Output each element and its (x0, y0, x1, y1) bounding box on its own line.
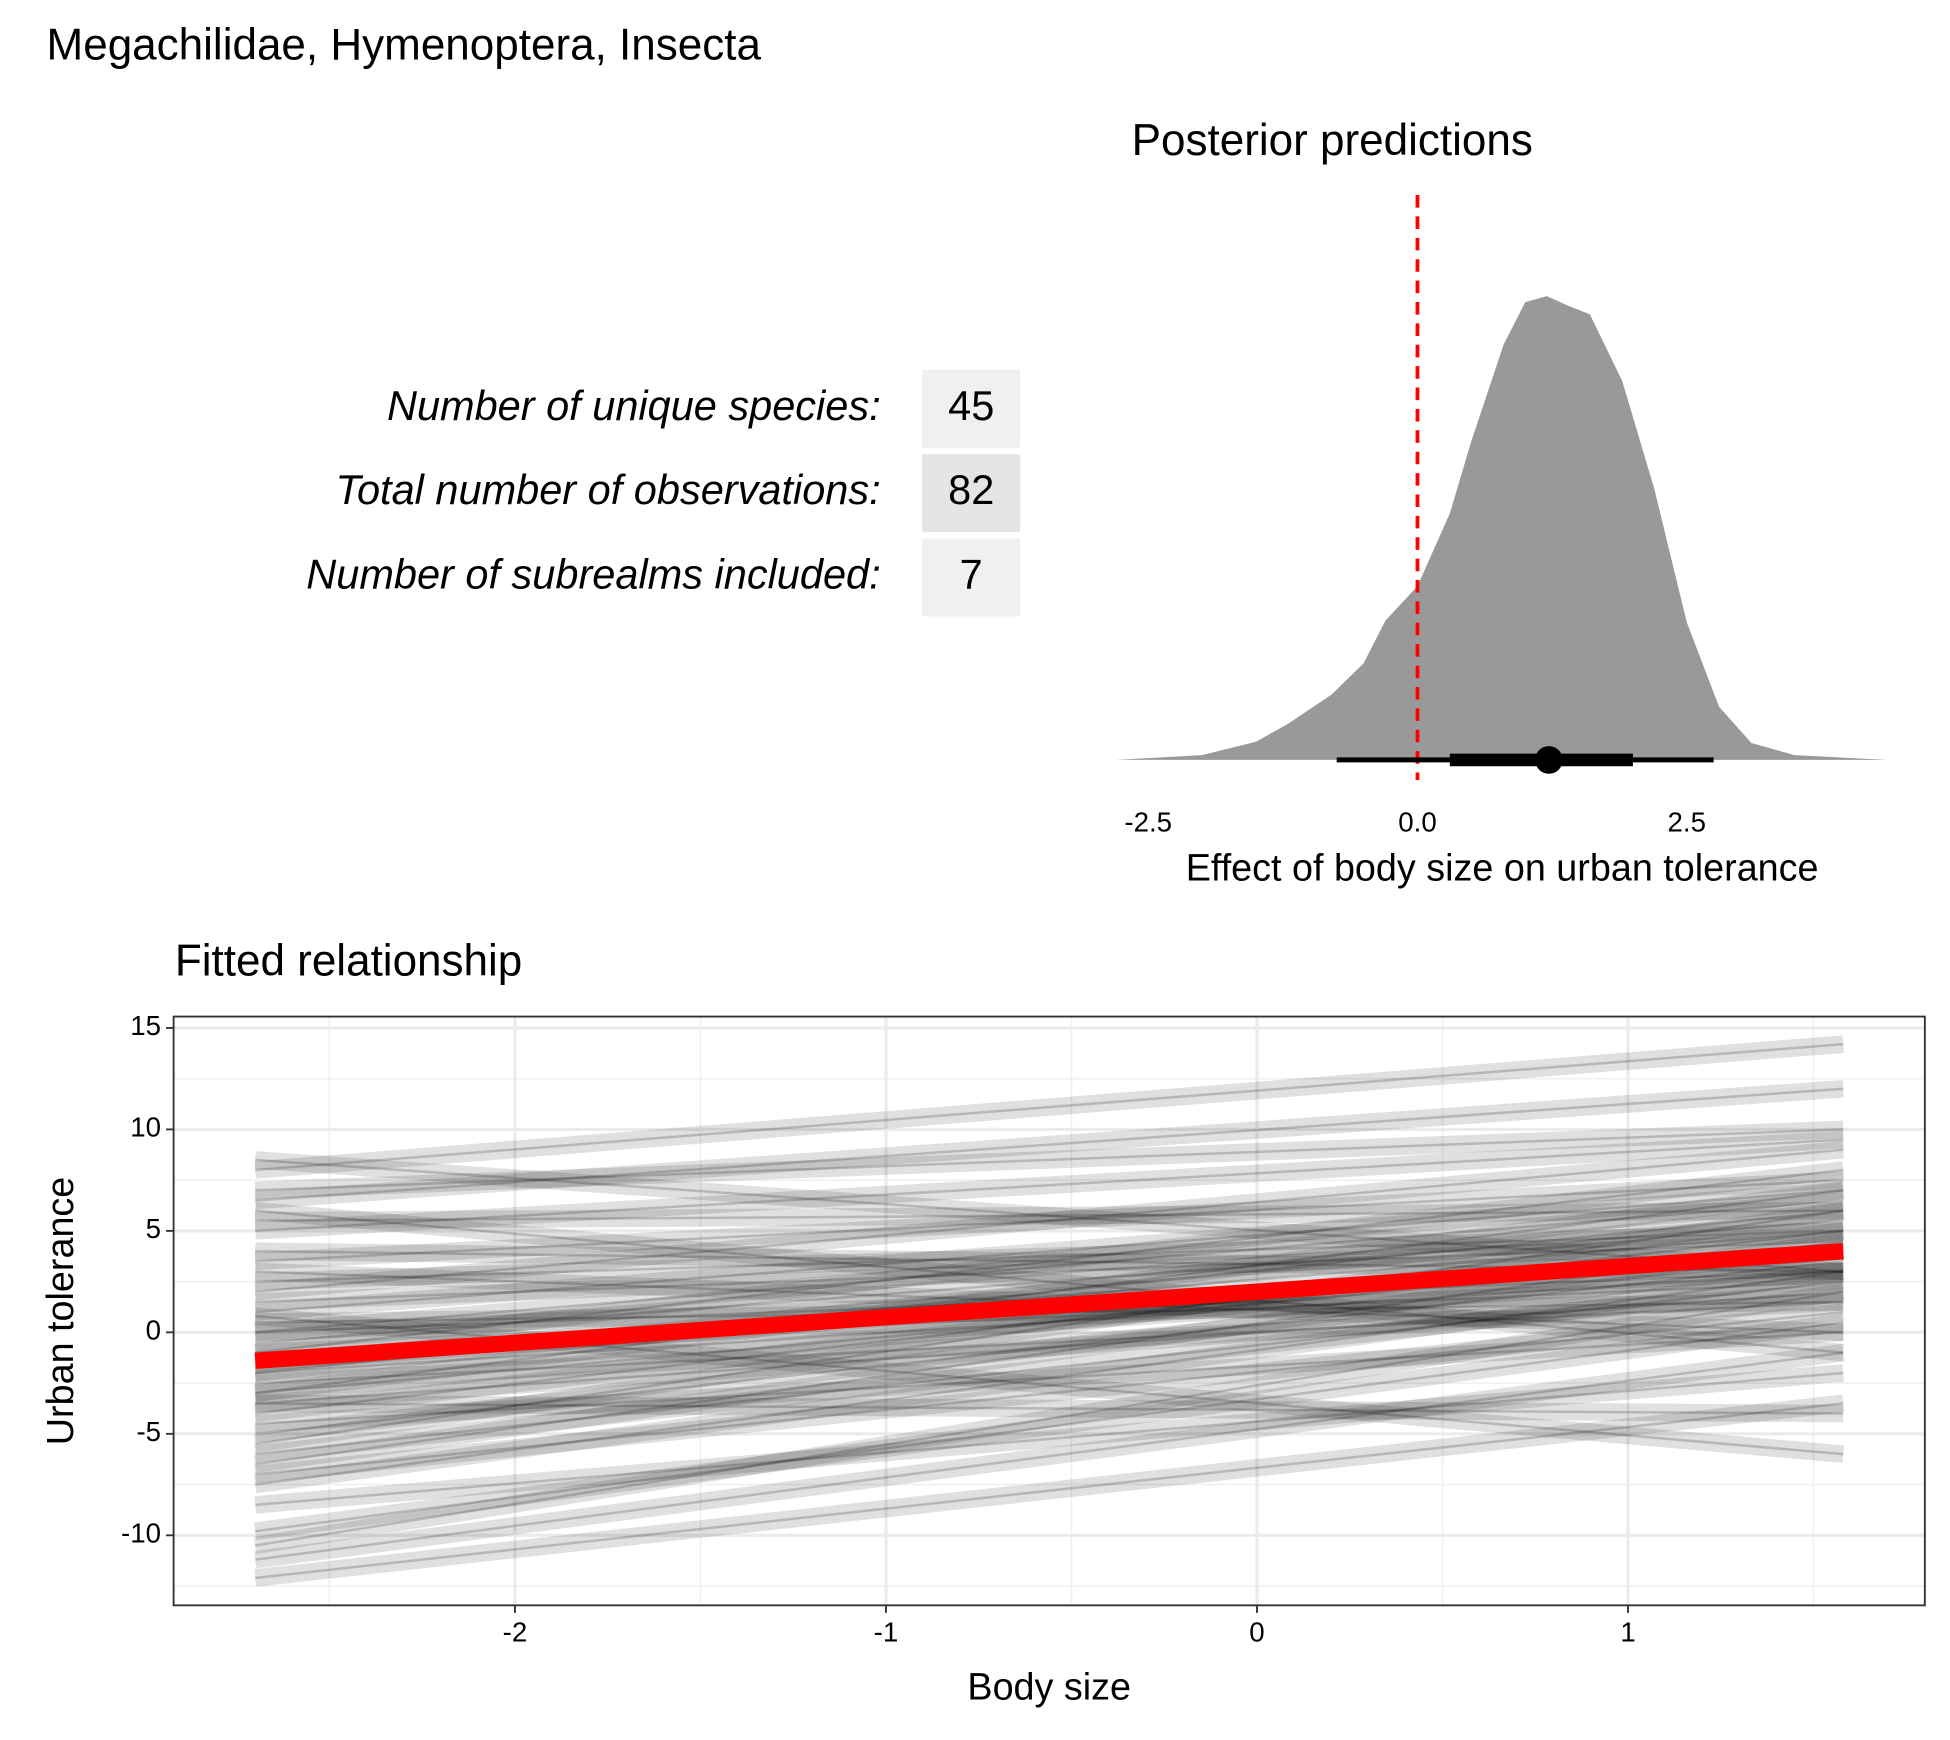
draw-line (255, 1128, 1844, 1192)
draw-line (255, 1158, 1844, 1273)
y-tick-label: -10 (121, 1518, 161, 1549)
draw-line (254, 1181, 1845, 1402)
x-tick-label: 0.0 (1398, 806, 1436, 837)
draw-line (255, 1178, 1844, 1263)
chart-title: Fitted relationship (175, 936, 522, 985)
draw-line (254, 1232, 1845, 1474)
draw-line (255, 1219, 1844, 1344)
draw-line (254, 1211, 1844, 1352)
draw-line (255, 1351, 1844, 1561)
draw-line (254, 1222, 1844, 1291)
draw-line (255, 1239, 1844, 1304)
draw-line (255, 1189, 1844, 1395)
draw-line (254, 1252, 1845, 1443)
draw-line (254, 1035, 1844, 1179)
draw-line (254, 1120, 1844, 1200)
draw-line (254, 1080, 1844, 1210)
y-tick-label: 0 (146, 1315, 161, 1346)
density-area (1115, 296, 1888, 760)
draw-line (254, 1201, 1845, 1362)
stat-label: Number of unique species: (387, 382, 881, 429)
stat-value: 45 (948, 382, 994, 429)
y-tick-label: 5 (146, 1213, 161, 1244)
x-axis-title: Effect of body size on urban tolerance (1186, 847, 1819, 889)
x-axis-title: Body size (967, 1666, 1131, 1708)
stat-label: Total number of observations: (335, 466, 880, 513)
draw-line (254, 1151, 1844, 1281)
draw-line (255, 1331, 1844, 1425)
draw-line (255, 1168, 1844, 1354)
draw-line (255, 1209, 1844, 1354)
stat-box (922, 538, 1021, 617)
draw-line (254, 1313, 1845, 1540)
draw-line (255, 1371, 1844, 1507)
x-tick-label: -2 (503, 1617, 528, 1648)
figure-title: Megachilidae, Hymenoptera, Insecta (47, 20, 762, 69)
x-tick-label: 0 (1249, 1617, 1264, 1648)
draw-line (255, 1394, 1844, 1423)
draw-line (255, 1260, 1844, 1436)
draw-line (255, 1290, 1844, 1405)
draw-line (254, 1394, 1845, 1587)
draw-line (253, 1201, 1845, 1453)
draw-line (255, 1042, 1844, 1172)
draw-line (254, 1293, 1844, 1392)
draw-line (254, 1323, 1844, 1433)
draw-line (254, 1343, 1845, 1569)
draw-line (254, 1130, 1844, 1240)
y-tick-label: 15 (130, 1010, 161, 1041)
stat-box (922, 369, 1021, 448)
draw-line (255, 1239, 1844, 1466)
draw-line (255, 1209, 1844, 1222)
draw-line (255, 1270, 1844, 1486)
draw-line (255, 1209, 1844, 1446)
draw-line (255, 1402, 1844, 1415)
x-tick-label: 2.5 (1668, 806, 1706, 837)
draw-line (255, 1087, 1844, 1202)
draw-line (255, 1310, 1844, 1476)
draw-line (255, 1320, 1844, 1533)
draw-line (254, 1140, 1845, 1301)
draw-line (254, 1161, 1845, 1362)
y-tick-label: 10 (130, 1112, 161, 1143)
fit-line (254, 1243, 1844, 1369)
draw-line (255, 1270, 1844, 1375)
draw-line (255, 1199, 1844, 1334)
panel-border (172, 1015, 1926, 1607)
draw-line (255, 1402, 1844, 1580)
draw-line (254, 1171, 1844, 1271)
draw-line (254, 1262, 1844, 1382)
draw-line (254, 1181, 1844, 1321)
draw-line (254, 1191, 1844, 1342)
y-tick-label: -5 (136, 1416, 161, 1447)
draw-line (254, 1262, 1845, 1494)
draw-line (255, 1229, 1844, 1283)
stat-value: 7 (960, 550, 983, 597)
y-axis-title: Urban tolerance (39, 1177, 81, 1446)
x-tick-label: 1 (1620, 1617, 1635, 1648)
draw-line (253, 1283, 1845, 1555)
chart-title: Posterior predictions (1132, 116, 1533, 165)
draw-line (254, 1364, 1844, 1514)
draw-line (255, 1138, 1844, 1233)
draw-line (255, 1290, 1844, 1547)
draw-line (255, 1280, 1844, 1456)
draw-line (255, 1148, 1844, 1294)
draw-line (254, 1282, 1844, 1413)
draw-line (254, 1232, 1844, 1311)
draw-line (254, 1303, 1845, 1484)
x-tick-label: -1 (874, 1617, 899, 1648)
draw-line (254, 1272, 1845, 1463)
stat-box (922, 454, 1021, 533)
stat-label: Number of subrealms included: (306, 550, 880, 597)
stat-value: 82 (948, 466, 994, 513)
draw-line (255, 1189, 1844, 1314)
x-tick-label: -2.5 (1124, 806, 1172, 837)
draw-line (255, 1201, 1844, 1230)
draw-line (255, 1300, 1844, 1385)
point-estimate (1535, 746, 1563, 774)
